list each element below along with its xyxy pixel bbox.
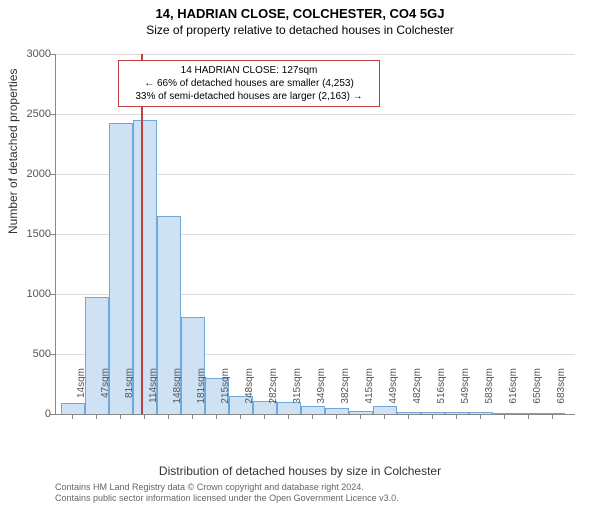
annotation-line2: ← 66% of detached houses are smaller (4,…	[125, 77, 373, 90]
histogram-plot: 14sqm47sqm81sqm114sqm148sqm181sqm215sqm2…	[55, 54, 575, 414]
ytick-label: 0	[11, 408, 51, 420]
ytick-label: 1000	[11, 288, 51, 300]
page-title: 14, HADRIAN CLOSE, COLCHESTER, CO4 5GJ	[0, 6, 600, 21]
gridline	[55, 114, 575, 115]
footer-line1: Contains HM Land Registry data © Crown c…	[55, 482, 399, 493]
x-axis-line	[55, 414, 575, 415]
xtick-label: 449sqm	[388, 368, 399, 418]
xtick-label: 482sqm	[412, 368, 423, 418]
page-subtitle: Size of property relative to detached ho…	[0, 23, 600, 37]
footer-attribution: Contains HM Land Registry data © Crown c…	[55, 482, 399, 504]
annotation-box: 14 HADRIAN CLOSE: 127sqm ← 66% of detach…	[118, 60, 380, 107]
y-axis-line	[55, 54, 56, 414]
xtick-label: 616sqm	[508, 368, 519, 418]
y-axis-label: Number of detached properties	[6, 69, 20, 234]
chart-area: 14sqm47sqm81sqm114sqm148sqm181sqm215sqm2…	[55, 54, 575, 414]
xtick-label: 650sqm	[532, 368, 543, 418]
ytick-label: 500	[11, 348, 51, 360]
x-axis-label: Distribution of detached houses by size …	[0, 464, 600, 478]
xtick-label: 683sqm	[556, 368, 567, 418]
xtick-label: 583sqm	[484, 368, 495, 418]
property-marker-line	[141, 54, 143, 414]
ytick-label: 1500	[11, 228, 51, 240]
ytick-label: 2500	[11, 108, 51, 120]
gridline	[55, 54, 575, 55]
annotation-line1: 14 HADRIAN CLOSE: 127sqm	[125, 64, 373, 77]
ytick-label: 3000	[11, 48, 51, 60]
ytick-label: 2000	[11, 168, 51, 180]
footer-line2: Contains public sector information licen…	[55, 493, 399, 504]
xtick-label: 549sqm	[460, 368, 471, 418]
annotation-line3: 33% of semi-detached houses are larger (…	[125, 90, 373, 103]
xtick-label: 516sqm	[436, 368, 447, 418]
